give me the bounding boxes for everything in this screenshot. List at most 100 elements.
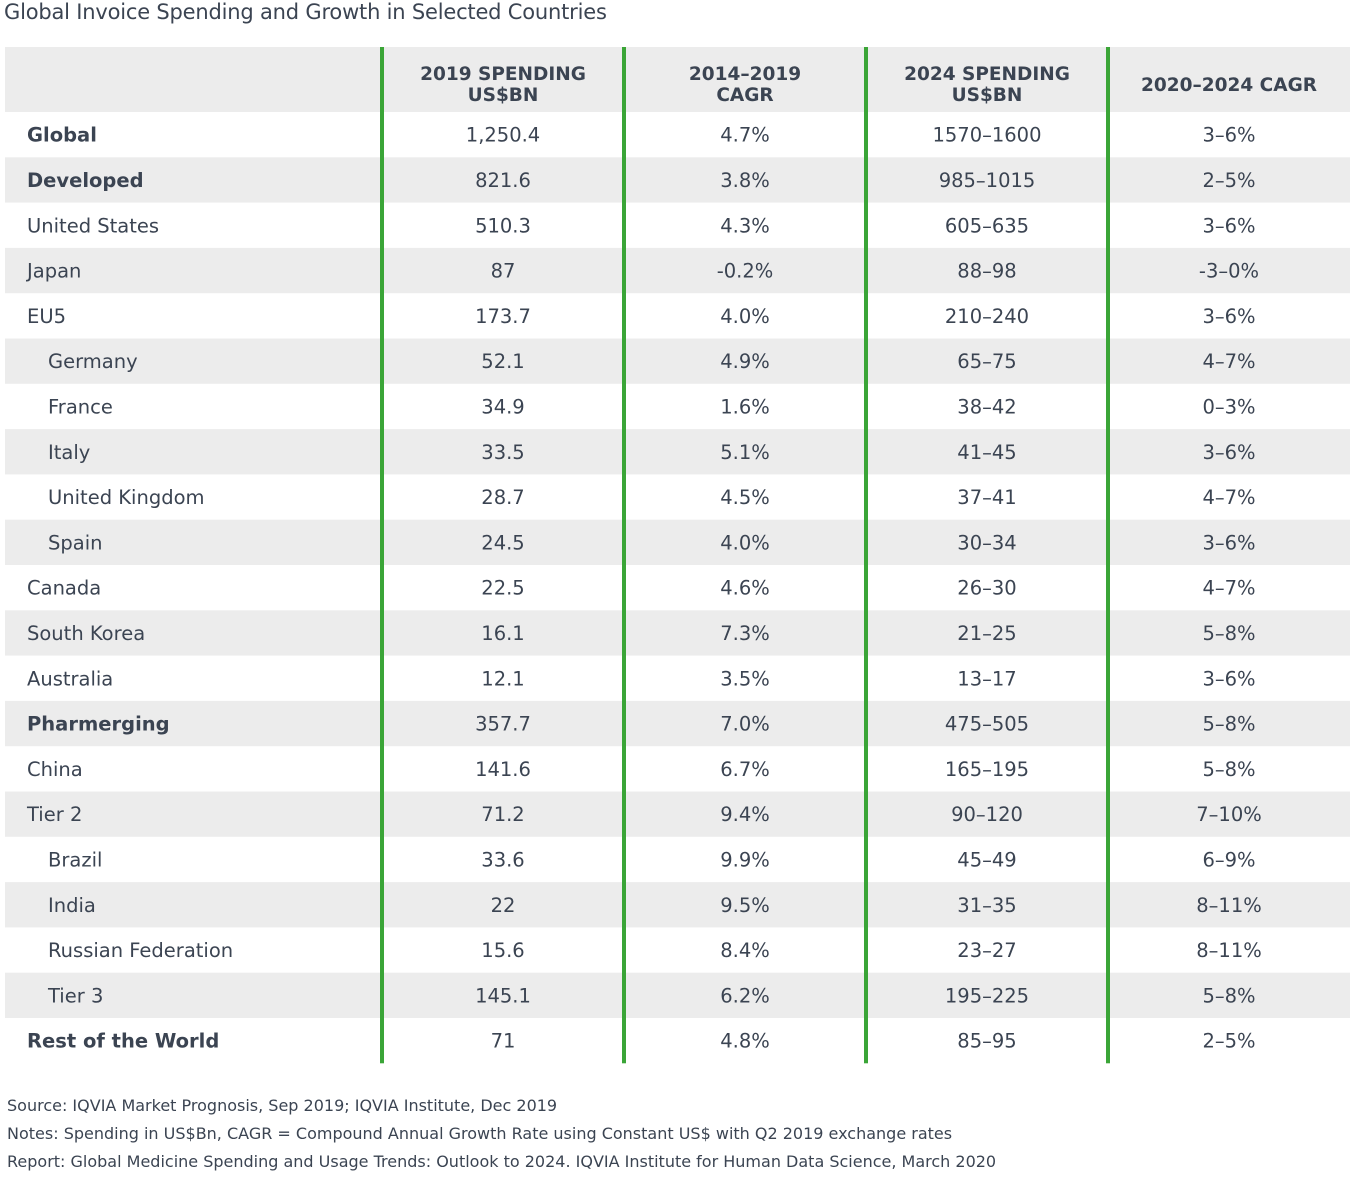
cell-value: 4–7% xyxy=(1202,577,1255,600)
cell-value: 87 xyxy=(491,260,516,283)
cell-value: 4–7% xyxy=(1202,486,1255,509)
cell-value: 985–1015 xyxy=(939,169,1036,192)
cell-value: 821.6 xyxy=(475,169,531,192)
row-stripe xyxy=(5,157,1350,203)
row-label: India xyxy=(48,894,96,917)
cell-value: 145.1 xyxy=(475,984,531,1007)
cell-value: 65–75 xyxy=(957,350,1016,373)
row-stripe xyxy=(5,700,1350,747)
cell-value: 15.6 xyxy=(481,939,524,962)
row-label: Australia xyxy=(27,667,113,690)
row-stripe xyxy=(5,791,1350,837)
row-label: Pharmerging xyxy=(27,713,170,736)
cell-value: -0.2% xyxy=(717,260,774,283)
cell-value: 7–10% xyxy=(1196,803,1262,826)
cell-value: 37–41 xyxy=(957,486,1016,509)
row-label: Rest of the World xyxy=(27,1030,219,1053)
column-header: US$BN xyxy=(468,85,539,106)
cell-value: 4.3% xyxy=(720,214,770,237)
column-header: 2024 SPENDING xyxy=(904,64,1070,85)
cell-value: 31–35 xyxy=(957,894,1016,917)
cell-value: 71.2 xyxy=(481,803,524,826)
row-label: Brazil xyxy=(48,848,102,871)
cell-value: 6–9% xyxy=(1202,848,1255,871)
row-label: France xyxy=(48,395,113,418)
cell-value: 12.1 xyxy=(481,667,524,690)
cell-value: 16.1 xyxy=(481,622,524,645)
row-label: Italy xyxy=(48,441,90,464)
cell-value: 5–8% xyxy=(1202,984,1255,1007)
row-stripe xyxy=(5,429,1350,475)
cell-value: 195–225 xyxy=(945,984,1029,1007)
cell-value: 13–17 xyxy=(957,667,1016,690)
cell-value: 2–5% xyxy=(1202,1030,1255,1053)
row-stripe xyxy=(5,519,1350,565)
cell-value: 9.5% xyxy=(720,894,770,917)
row-label: EU5 xyxy=(27,305,66,328)
chart-title: Global Invoice Spending and Growth in Se… xyxy=(4,0,607,24)
row-label: Canada xyxy=(27,577,101,600)
cell-value: 33.6 xyxy=(481,848,524,871)
cell-value: 45–49 xyxy=(957,848,1016,871)
cell-value: 1570–1600 xyxy=(932,124,1041,147)
cell-value: 6.2% xyxy=(720,984,770,1007)
cell-value: 0–3% xyxy=(1202,395,1255,418)
column-divider xyxy=(380,47,384,1064)
cell-value: 210–240 xyxy=(945,305,1029,328)
cell-value: 5–8% xyxy=(1202,758,1255,781)
row-stripe xyxy=(5,247,1350,294)
row-label: Russian Federation xyxy=(48,939,233,962)
cell-value: 173.7 xyxy=(475,305,531,328)
row-label: Tier 2 xyxy=(26,803,82,826)
cell-value: 71 xyxy=(491,1030,516,1053)
column-header: 2019 SPENDING xyxy=(420,64,586,85)
cell-value: 24.5 xyxy=(481,531,524,554)
row-label: Japan xyxy=(25,260,81,283)
cell-value: 5–8% xyxy=(1202,713,1255,736)
cell-value: 8–11% xyxy=(1196,894,1262,917)
cell-value: 22.5 xyxy=(481,577,524,600)
row-label: China xyxy=(27,758,83,781)
row-label: South Korea xyxy=(27,622,145,645)
cell-value: 4.8% xyxy=(720,1030,770,1053)
row-stripe xyxy=(5,972,1350,1018)
column-header: US$BN xyxy=(952,85,1023,106)
cell-value: 165–195 xyxy=(945,758,1029,781)
source-note: Source: IQVIA Market Prognosis, Sep 2019… xyxy=(7,1096,558,1115)
row-label: Global xyxy=(27,124,97,147)
cell-value: 23–27 xyxy=(957,939,1016,962)
row-stripe xyxy=(5,882,1350,928)
cell-value: 4.9% xyxy=(720,350,770,373)
cell-value: 3.8% xyxy=(720,169,770,192)
cell-value: 34.9 xyxy=(481,395,524,418)
cell-value: 3–6% xyxy=(1202,441,1255,464)
cell-value: 5.1% xyxy=(720,441,770,464)
cell-value: 38–42 xyxy=(957,395,1016,418)
cell-value: 21–25 xyxy=(957,622,1016,645)
footnotes: Source: IQVIA Market Prognosis, Sep 2019… xyxy=(7,1094,996,1178)
cell-value: 8–11% xyxy=(1196,939,1262,962)
cell-value: 1,250.4 xyxy=(466,124,540,147)
cell-value: 3–6% xyxy=(1202,305,1255,328)
cell-value: 41–45 xyxy=(957,441,1016,464)
cell-value: 1.6% xyxy=(720,395,770,418)
cell-value: 605–635 xyxy=(945,214,1029,237)
cell-value: 510.3 xyxy=(475,214,531,237)
cell-value: 4–7% xyxy=(1202,350,1255,373)
header-band xyxy=(5,47,1350,112)
cell-value: 3.5% xyxy=(720,667,770,690)
row-label: Spain xyxy=(48,531,102,554)
column-header: 2020–2024 CAGR xyxy=(1141,75,1317,96)
cell-value: 2–5% xyxy=(1202,169,1255,192)
cell-value: 9.4% xyxy=(720,803,770,826)
row-label: Tier 3 xyxy=(47,984,103,1007)
row-label: United Kingdom xyxy=(48,486,205,509)
column-divider xyxy=(864,47,868,1064)
column-divider xyxy=(1106,47,1110,1064)
cell-value: 85–95 xyxy=(957,1030,1016,1053)
row-label: Developed xyxy=(27,169,144,192)
notes-note: Notes: Spending in US$Bn, CAGR = Compoun… xyxy=(7,1124,953,1143)
cell-value: 26–30 xyxy=(957,577,1016,600)
cell-value: 4.0% xyxy=(720,305,770,328)
